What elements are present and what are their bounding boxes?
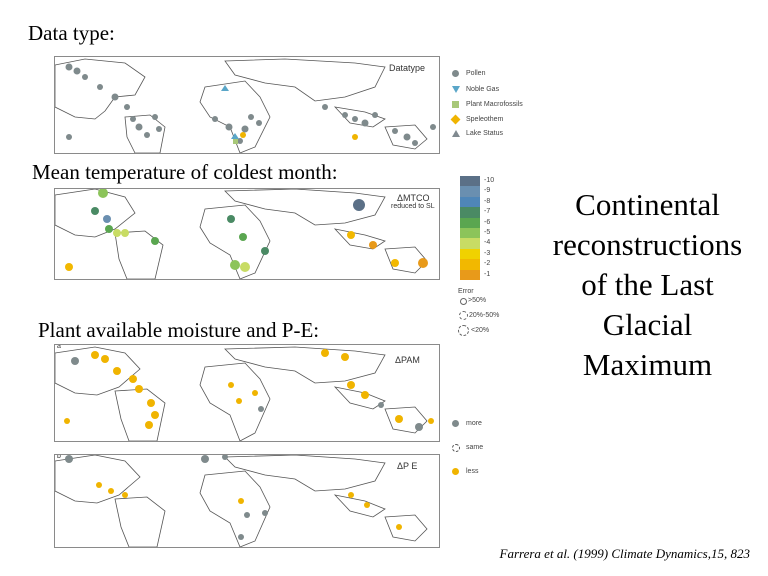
pe-panel-label: ΔP E: [397, 461, 418, 471]
error-medium-label: 20%-50%: [469, 312, 500, 319]
pam-legend-same-label: same: [466, 444, 484, 451]
error-legend-title: Error: [458, 288, 474, 295]
datatype-panel-label: Datatype: [389, 63, 426, 73]
mtco-scale-swatch: [460, 238, 480, 249]
moisture-heading: Plant available moisture and P-E:: [38, 318, 320, 342]
mtco-scale-label: -7: [484, 208, 491, 216]
legend-pollen-icon: [452, 70, 459, 77]
mtco-scale-labels: -10 -9 -8 -7 -6 -5 -4 -3 -2 -1: [484, 176, 508, 280]
pam-panel-a-label: a: [57, 344, 61, 350]
mtco-scale-label: -8: [484, 197, 491, 205]
pam-panel-label: ΔPAM: [395, 355, 420, 365]
legend-pollen-label: Pollen: [466, 70, 486, 77]
mtco-scale-swatch: [460, 186, 480, 197]
mtco-scale-label: -2: [484, 260, 491, 268]
pe-map: b ΔP E: [54, 454, 440, 548]
legend-speleothem-icon: [450, 114, 461, 125]
mtco-scale-swatch: [460, 176, 480, 187]
mtco-scale-label: -9: [484, 187, 491, 195]
pe-markers: [65, 455, 402, 540]
pam-legend-less-icon: [452, 468, 459, 475]
datatype-markers: [65, 63, 436, 146]
pe-panel-b-label: b: [57, 454, 61, 460]
slide-title-line-5: Maximum: [582, 347, 713, 382]
pam-legend-less-label: less: [466, 468, 479, 475]
legend-plant-macrofossils-icon: [452, 101, 459, 108]
error-medium-icon: [459, 311, 468, 320]
pam-legend-same-icon: [452, 444, 460, 452]
mtco-scale-swatch: [460, 269, 480, 280]
mtco-scale-swatch: [460, 196, 480, 208]
pam-map: a ΔPAM: [54, 344, 440, 442]
legend-lake-status-label: Lake Status: [466, 130, 503, 137]
mtco-scale-label: -4: [484, 239, 491, 247]
mtco-panel-label: ΔMTCO: [397, 193, 430, 203]
slide-title: Continental reconstructions of the Last …: [535, 185, 760, 385]
mtco-scale-swatch: [460, 248, 480, 260]
slide-title-line-4: Glacial: [602, 307, 693, 342]
pam-legend-more-label: more: [466, 420, 482, 427]
error-large-icon: [460, 298, 467, 305]
mtco-scale-label: -10: [484, 177, 495, 184]
datatype-map: Datatype: [54, 56, 440, 154]
mtco-scale-swatch: [460, 228, 480, 239]
legend-speleothem-label: Speleothem: [466, 116, 504, 123]
mtco-scale-label: -3: [484, 249, 491, 257]
slide-title-line-2: reconstructions: [552, 227, 743, 262]
mtco-markers: [65, 189, 428, 272]
error-small-icon: [458, 325, 469, 336]
mtco-scale-swatches: [460, 176, 480, 280]
mtco-scale-swatch: [460, 259, 480, 270]
pam-markers: [64, 349, 434, 431]
mtco-panel-sublabel: reduced to SL: [391, 203, 435, 210]
temperature-heading: Mean temperature of coldest month:: [32, 160, 338, 184]
error-small-label: <20%: [471, 327, 490, 334]
data-type-heading: Data type:: [28, 21, 115, 45]
pam-map-graphic: [55, 346, 434, 441]
mtco-map-graphic: [55, 189, 428, 279]
slide-title-line-3: of the Last: [581, 267, 714, 302]
slide-title-line-1: Continental: [575, 187, 720, 222]
mtco-scale-label: -6: [484, 218, 491, 226]
citation: Farrera et al. (1999) Climate Dynamics,1…: [499, 546, 750, 561]
pe-map-graphic: [55, 455, 428, 547]
datatype-map-graphic: [55, 58, 436, 153]
legend-lake-status-icon: [452, 130, 460, 137]
error-large-label: >50%: [468, 297, 487, 304]
mtco-scale-swatch: [460, 207, 480, 218]
mtco-scale-swatch: [460, 217, 480, 228]
mtco-scale-label: -1: [484, 270, 491, 278]
legend-noble-gas-icon: [452, 86, 460, 93]
legend-plant-macrofossils-label: Plant Macrofossils: [466, 101, 523, 108]
mtco-scale-label: -5: [484, 229, 491, 236]
legend-noble-gas-label: Noble Gas: [466, 86, 500, 93]
pam-legend-more-icon: [452, 420, 459, 427]
mtco-map: ΔMTCO reduced to SL: [54, 188, 440, 280]
